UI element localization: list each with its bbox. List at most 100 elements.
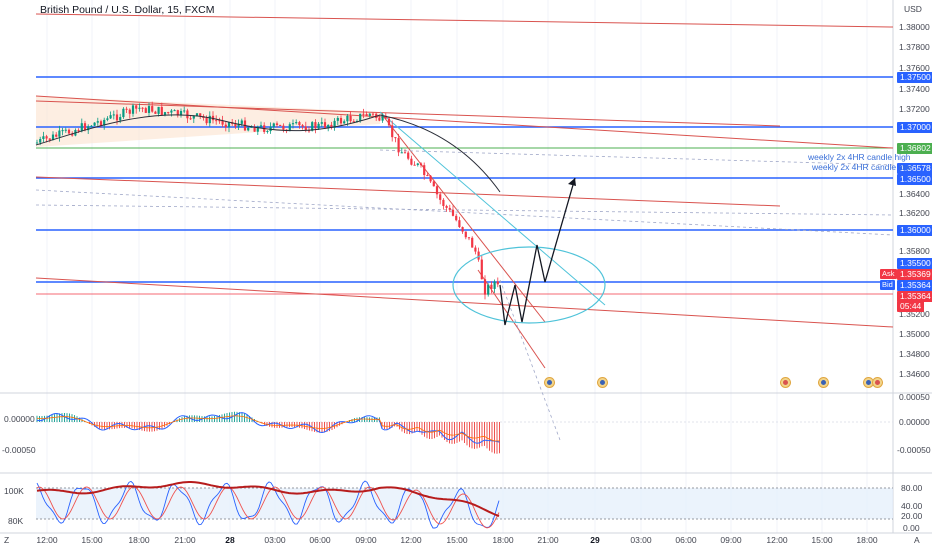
candle[interactable] (163, 112, 167, 115)
candle[interactable] (330, 124, 333, 128)
candle[interactable] (298, 122, 301, 126)
candle[interactable] (247, 127, 250, 131)
candle[interactable] (151, 106, 154, 112)
candle[interactable] (394, 137, 397, 139)
candle[interactable] (272, 123, 275, 127)
candle[interactable] (115, 114, 119, 121)
candle[interactable] (135, 105, 138, 109)
level-tag[interactable]: 1.37500 (897, 72, 932, 83)
economic-event-icon[interactable] (780, 377, 791, 388)
candle[interactable] (362, 113, 365, 115)
candle[interactable] (195, 113, 199, 116)
candle[interactable] (144, 108, 147, 113)
candle[interactable] (80, 123, 83, 132)
candle[interactable] (387, 118, 391, 126)
candle[interactable] (307, 130, 311, 132)
candle[interactable] (317, 123, 320, 129)
candle[interactable] (384, 115, 387, 119)
candle[interactable] (429, 175, 432, 182)
candle[interactable] (346, 115, 349, 122)
candle[interactable] (189, 118, 192, 120)
candle[interactable] (61, 130, 64, 132)
candle[interactable] (250, 126, 253, 128)
candle[interactable] (227, 122, 231, 128)
candle[interactable] (371, 113, 375, 115)
bid-price-tag[interactable]: 1.35364 (897, 280, 932, 291)
candle[interactable] (336, 117, 339, 121)
candle[interactable] (423, 165, 426, 176)
candle[interactable] (435, 186, 439, 195)
candle[interactable] (368, 113, 371, 116)
candle[interactable] (93, 122, 96, 126)
candle[interactable] (291, 123, 295, 125)
candle[interactable] (419, 163, 423, 166)
symbol-title[interactable]: British Pound / U.S. Dollar, 15, FXCM (40, 4, 215, 16)
candle[interactable] (352, 121, 355, 123)
candle[interactable] (157, 106, 160, 114)
candle[interactable] (128, 109, 131, 114)
candle[interactable] (192, 115, 195, 119)
candle[interactable] (301, 125, 304, 127)
level-tag[interactable]: 1.36802 (897, 143, 932, 154)
candle[interactable] (179, 110, 183, 116)
candle[interactable] (365, 114, 368, 116)
candle[interactable] (215, 120, 218, 122)
candle[interactable] (282, 125, 285, 130)
level-tag[interactable]: 1.35500 (897, 258, 932, 269)
candle[interactable] (349, 115, 352, 122)
candle[interactable] (106, 118, 109, 120)
candle[interactable] (234, 123, 237, 127)
candle[interactable] (103, 119, 106, 126)
macd-histogram[interactable] (36, 411, 500, 454)
candle[interactable] (55, 134, 58, 137)
candle[interactable] (275, 123, 279, 125)
candle[interactable] (483, 279, 487, 295)
candle[interactable] (48, 138, 51, 140)
candle[interactable] (51, 134, 55, 140)
candle[interactable] (96, 121, 99, 123)
candle[interactable] (279, 124, 282, 126)
candle[interactable] (295, 122, 298, 124)
candle[interactable] (416, 163, 419, 165)
candle[interactable] (381, 115, 384, 121)
candle[interactable] (112, 114, 115, 116)
candle[interactable] (259, 125, 263, 127)
currency-label[interactable]: USD (904, 4, 922, 14)
candle[interactable] (480, 259, 483, 280)
candle[interactable] (304, 126, 307, 131)
candle[interactable] (35, 142, 39, 144)
candle[interactable] (403, 152, 407, 154)
candle[interactable] (176, 110, 179, 116)
candle[interactable] (288, 124, 291, 132)
level-tag[interactable]: 1.36500 (897, 174, 932, 185)
candle[interactable] (461, 227, 464, 232)
candle[interactable] (90, 125, 93, 127)
candle[interactable] (451, 209, 455, 216)
candle[interactable] (487, 284, 490, 295)
candle[interactable] (359, 113, 362, 122)
dashed-lines[interactable] (35, 149, 894, 441)
candle[interactable] (413, 164, 416, 166)
candle[interactable] (160, 106, 163, 115)
candle[interactable] (221, 120, 224, 125)
candle[interactable] (339, 117, 343, 124)
candle[interactable] (256, 126, 259, 132)
candle[interactable] (442, 199, 445, 206)
candle[interactable] (407, 152, 410, 159)
zoom-toggle-button[interactable]: Z (4, 535, 10, 545)
candle[interactable] (122, 108, 125, 118)
candle[interactable] (119, 117, 122, 121)
candle[interactable] (343, 121, 346, 124)
moving-average-line[interactable] (35, 114, 501, 193)
stoch-k-line[interactable] (36, 480, 500, 529)
candle[interactable] (125, 108, 128, 110)
candle[interactable] (173, 110, 176, 112)
candle[interactable] (477, 251, 480, 260)
candle[interactable] (490, 284, 493, 289)
candle[interactable] (240, 120, 243, 124)
candle[interactable] (320, 122, 323, 124)
candle[interactable] (183, 110, 186, 112)
trend-lines[interactable] (35, 13, 894, 369)
range-zone[interactable] (36, 96, 380, 147)
